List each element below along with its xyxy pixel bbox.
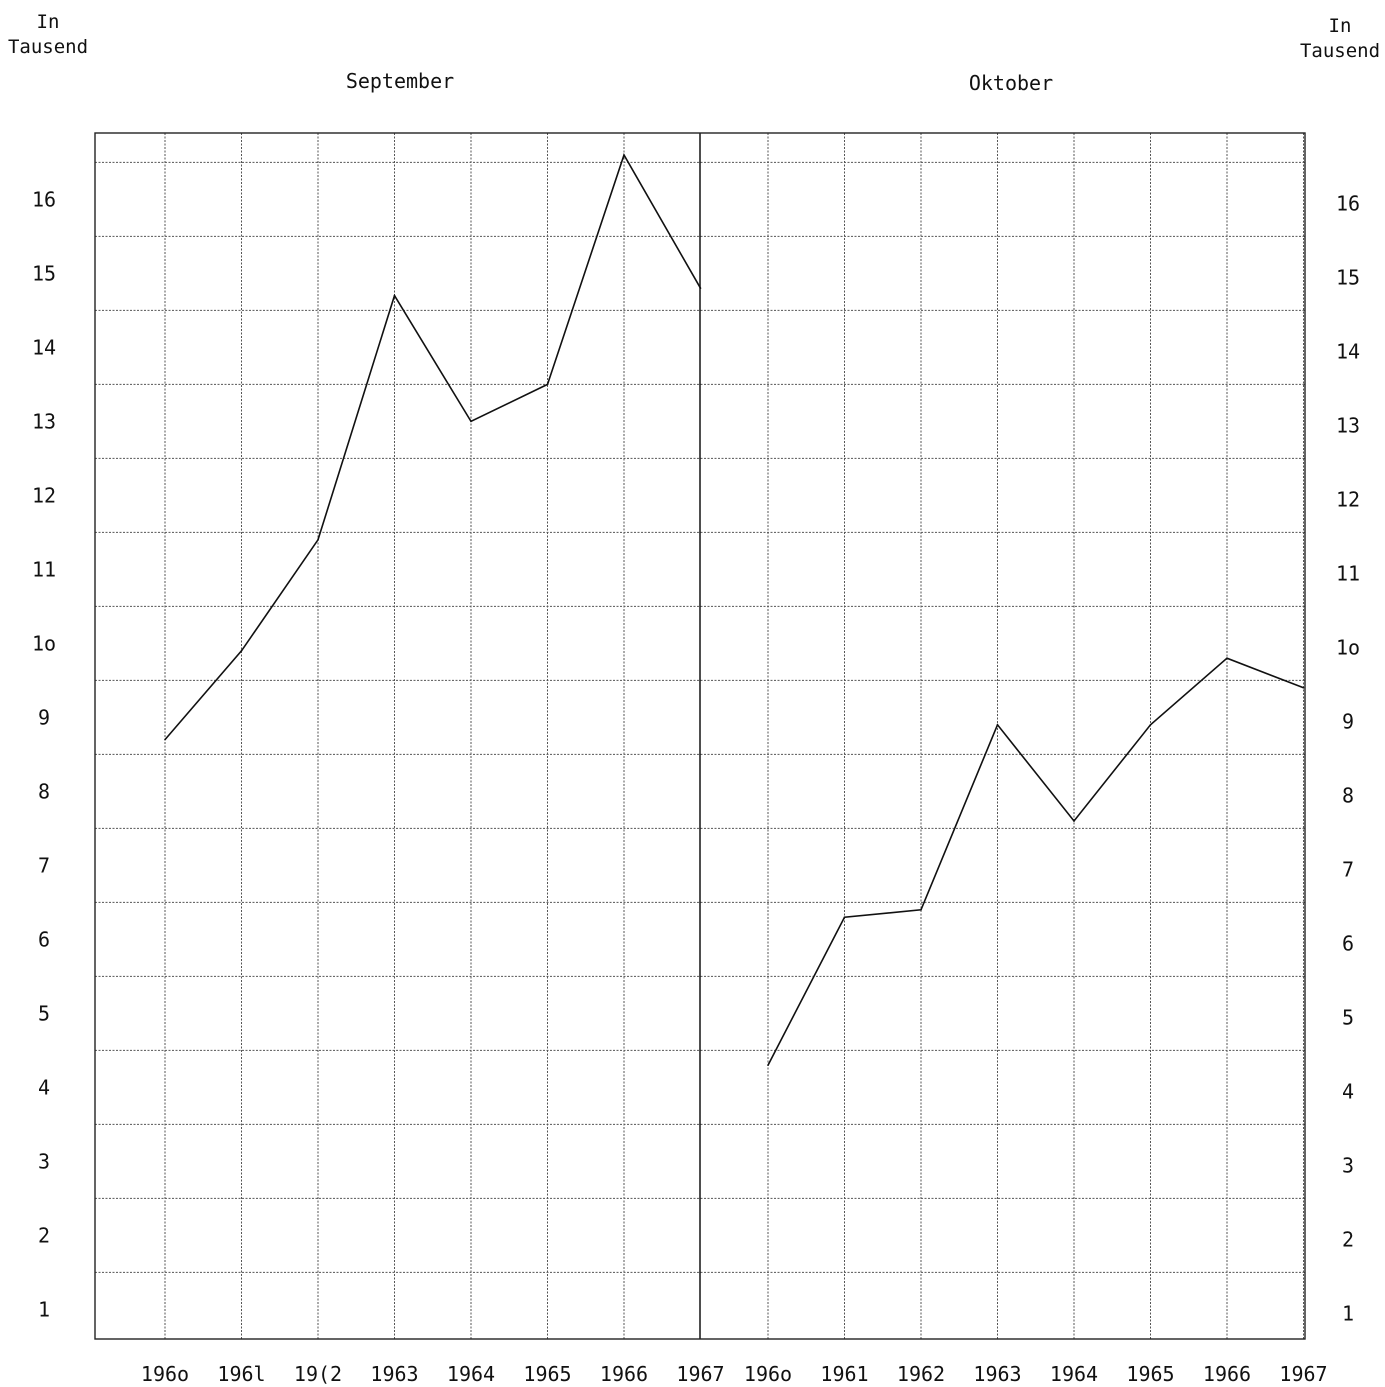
y-tick-label-right: 5 bbox=[1342, 1005, 1354, 1029]
x-tick-label: 1967 bbox=[676, 1362, 724, 1386]
y-tick-label-left: 14 bbox=[32, 335, 56, 359]
x-tick-label: 1966 bbox=[1203, 1362, 1251, 1386]
y-tick-label-right: 2 bbox=[1342, 1227, 1354, 1251]
data-point bbox=[843, 916, 846, 918]
y-tick-label-right: 15 bbox=[1336, 265, 1360, 289]
x-tick-label: 1964 bbox=[447, 1362, 495, 1386]
y-tick-label-right: 8 bbox=[1342, 783, 1354, 807]
data-point bbox=[1302, 687, 1305, 689]
left-unit-label-line2: Tausend bbox=[8, 36, 88, 58]
y-tick-label-right: 12 bbox=[1336, 487, 1360, 511]
data-point bbox=[317, 539, 319, 541]
data-point bbox=[470, 420, 472, 423]
x-tick-label: 1966 bbox=[600, 1362, 648, 1386]
data-point bbox=[164, 738, 166, 741]
y-tick-label-left: 11 bbox=[32, 557, 56, 581]
data-point bbox=[1226, 657, 1228, 659]
y-tick-label-right: 13 bbox=[1336, 413, 1360, 437]
right-unit-label-line2: Tausend bbox=[1300, 40, 1380, 62]
x-tick-label: 1967 bbox=[1279, 1362, 1327, 1386]
y-tick-label-right: 9 bbox=[1342, 709, 1354, 733]
x-tick-label: 196o bbox=[744, 1362, 792, 1386]
y-tick-label-right: 6 bbox=[1342, 931, 1354, 955]
tick-labels: 1615141312111o9876543211615141312111o987… bbox=[32, 187, 1360, 1386]
y-tick-label-right: 3 bbox=[1342, 1153, 1354, 1177]
panel-title-oktober: Oktober bbox=[969, 71, 1053, 95]
y-tick-label-left: 7 bbox=[38, 853, 50, 877]
y-tick-label-right: 4 bbox=[1342, 1079, 1354, 1103]
y-tick-label-left: 1o bbox=[32, 631, 56, 655]
y-tick-label-left: 12 bbox=[32, 483, 56, 507]
data-point bbox=[1149, 724, 1152, 726]
grid-lines bbox=[95, 133, 1305, 1339]
series-line-oktober bbox=[767, 657, 1304, 1066]
data-point bbox=[623, 154, 625, 156]
y-tick-label-right: 1 bbox=[1342, 1301, 1354, 1325]
y-tick-label-left: 13 bbox=[32, 409, 56, 433]
data-point bbox=[996, 724, 999, 726]
y-tick-label-left: 2 bbox=[38, 1223, 50, 1247]
left-unit-label-line1: In bbox=[37, 11, 60, 33]
y-tick-label-left: 3 bbox=[38, 1149, 50, 1173]
x-tick-label: 196l bbox=[217, 1362, 265, 1386]
y-tick-label-left: 6 bbox=[38, 927, 50, 951]
panel-title-september: September bbox=[346, 69, 454, 93]
y-tick-label-right: 7 bbox=[1342, 857, 1354, 881]
y-tick-label-left: 16 bbox=[32, 187, 56, 211]
y-tick-label-right: 14 bbox=[1336, 339, 1360, 363]
data-point bbox=[240, 650, 243, 652]
x-tick-label: 1963 bbox=[973, 1362, 1021, 1386]
data-point bbox=[920, 909, 922, 911]
x-tick-label: 1962 bbox=[897, 1362, 945, 1386]
x-tick-label: 1965 bbox=[1126, 1362, 1174, 1386]
data-point bbox=[767, 1064, 769, 1066]
x-tick-label: 196o bbox=[141, 1362, 189, 1386]
y-tick-label-left: 5 bbox=[38, 1001, 50, 1025]
right-unit-label-line1: In bbox=[1329, 15, 1352, 37]
y-tick-label-right: 11 bbox=[1336, 561, 1360, 585]
data-point bbox=[546, 383, 549, 386]
y-tick-label-left: 8 bbox=[38, 779, 50, 803]
data-point bbox=[1073, 820, 1075, 822]
series-lines bbox=[164, 153, 1305, 1066]
x-tick-label: 1961 bbox=[820, 1362, 868, 1386]
data-point bbox=[699, 287, 702, 290]
y-tick-label-left: 9 bbox=[38, 705, 50, 729]
x-tick-label: 1964 bbox=[1050, 1362, 1098, 1386]
y-tick-label-left: 1 bbox=[38, 1297, 50, 1321]
y-tick-label-left: 15 bbox=[32, 261, 56, 285]
series-line-september bbox=[164, 153, 702, 741]
x-tick-label: 1963 bbox=[370, 1362, 418, 1386]
data-point bbox=[393, 294, 396, 297]
x-tick-label: 1965 bbox=[523, 1362, 571, 1386]
y-tick-label-right: 16 bbox=[1336, 191, 1360, 215]
y-tick-label-right: 1o bbox=[1336, 635, 1360, 659]
x-tick-label: 19(2 bbox=[294, 1362, 342, 1386]
y-tick-label-left: 4 bbox=[38, 1075, 50, 1099]
